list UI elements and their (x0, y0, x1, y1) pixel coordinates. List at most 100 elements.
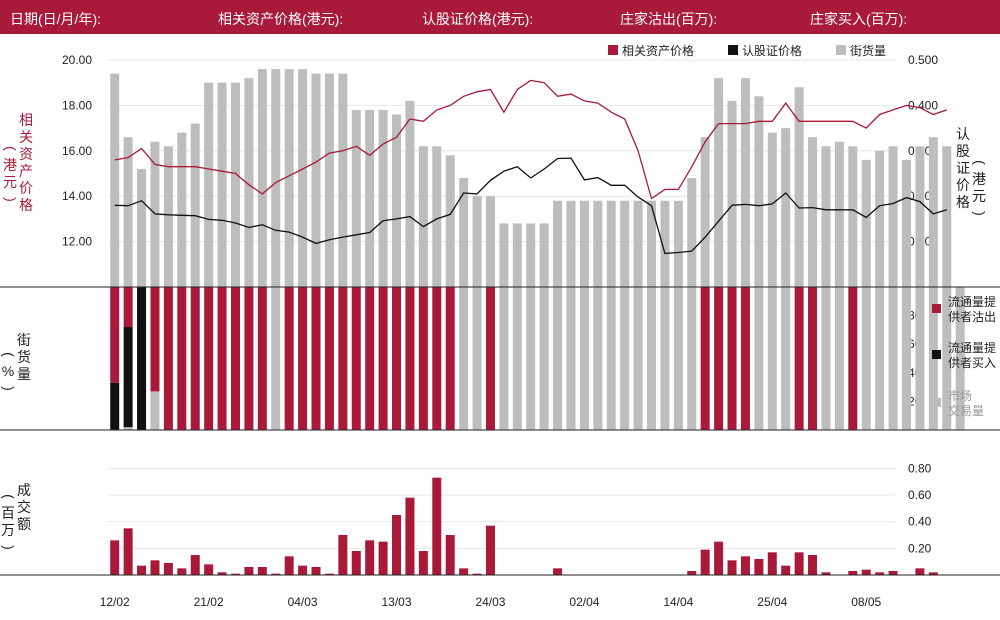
left-tick-label: 14.00 (62, 189, 92, 203)
turnover-bar (230, 573, 240, 575)
x-tick-label: 02/04 (569, 595, 599, 609)
left-tick-label: 12.00 (62, 235, 92, 249)
outstanding-bar (472, 196, 482, 287)
outstanding-bar (351, 109, 361, 287)
turnover-tick-label: 0.60 (908, 488, 932, 502)
issuer-sell-bar (110, 287, 120, 383)
warrant-price-line (114, 157, 947, 255)
outstanding-bar (137, 168, 147, 287)
right-tick-label: 0.500 (908, 53, 938, 67)
outstanding-bar (727, 100, 737, 287)
outstanding-bar (365, 109, 375, 287)
market-volume-bar (579, 287, 589, 430)
turnover-bar (137, 565, 147, 575)
issuer-buy-label: 庄家买入(百万): (810, 11, 908, 27)
turnover-bar (727, 560, 737, 575)
outstanding-bar (928, 137, 938, 287)
outstanding-bar (633, 200, 643, 287)
outstanding-bar (821, 146, 831, 287)
outstanding-bar (338, 73, 348, 288)
market-volume-bar (459, 287, 469, 430)
issuer-sell-bar (714, 287, 724, 430)
issuer-sell-bar (190, 287, 200, 430)
ratio-legend-label: 供者买入 (948, 356, 996, 370)
outstanding-bar (177, 132, 187, 287)
ratio-legend-label: 交易量 (948, 403, 984, 418)
issuer-sell-bar (485, 287, 495, 430)
turnover-bar (767, 552, 777, 575)
outstanding-bar (915, 146, 925, 287)
outstanding-bar (418, 146, 428, 287)
outstanding-bar (526, 223, 536, 287)
market-volume-bar (123, 427, 133, 430)
issuer-sell-bar (432, 287, 442, 430)
outstanding-bar (217, 82, 227, 287)
turnover-bar (848, 571, 858, 575)
x-tick-label: 14/04 (663, 595, 693, 609)
outstanding-bar (794, 87, 804, 288)
turnover-bar (378, 541, 388, 575)
turnover-bar (311, 567, 321, 575)
outstanding-bar (579, 200, 589, 287)
turnover-bar (392, 515, 402, 575)
issuer-sell-bar (338, 287, 348, 430)
turnover-bar (445, 535, 455, 575)
issuer-sell-bar (378, 287, 388, 430)
issuer-sell-bar (351, 287, 361, 430)
market-volume-bar (942, 287, 952, 430)
issuer-sell-bar (177, 287, 187, 430)
turnover-bar (472, 573, 482, 575)
turnover-bar (217, 572, 227, 575)
turnover-bar (553, 568, 563, 575)
issuer-sell-bar (230, 287, 240, 430)
turnover-bar (163, 563, 173, 575)
turnover-bar (432, 477, 442, 575)
outstanding-bar (432, 146, 442, 287)
asset-price-line (114, 79, 948, 200)
legend-label: 认股证价格 (742, 43, 802, 58)
market-volume-bar (472, 287, 482, 430)
issuer-sell-bar (740, 287, 750, 430)
turnover-bar (700, 549, 710, 575)
outstanding-bar (392, 114, 402, 287)
turnover-bar (324, 573, 334, 575)
market-volume-bar (620, 287, 630, 430)
turnover-bar (351, 551, 361, 575)
market-volume-bar (539, 287, 549, 430)
outstanding-bar (257, 69, 267, 287)
turnover-bar (271, 573, 281, 575)
issuer-sell-bar (244, 287, 254, 430)
outstanding-bar (405, 100, 415, 287)
outstanding-bar (244, 78, 254, 287)
x-tick-label: 25/04 (757, 595, 787, 609)
turnover-bar (190, 555, 200, 575)
outstanding-bar (378, 109, 388, 287)
legend-label: 相关资产价格 (622, 43, 694, 58)
outstanding-bar (271, 69, 281, 287)
issuer-sell-bar (727, 287, 737, 430)
issuer-buy-bar (123, 327, 133, 428)
issuer-sell-label: 庄家沽出(百万): (620, 11, 718, 27)
outstanding-bar (606, 200, 616, 287)
market-volume-bar (861, 287, 871, 430)
market-volume-bar (553, 287, 563, 430)
outstanding-bar (888, 146, 898, 287)
ratio-legend-label: 流通量提 (948, 340, 996, 355)
date-label: 日期(日/月/年): (10, 11, 101, 27)
turnover-bar (794, 552, 804, 575)
outstanding-bar (781, 128, 791, 287)
turnover-bar (204, 564, 214, 575)
issuer-sell-bar (365, 287, 375, 430)
market-volume-bar (633, 287, 643, 430)
market-volume-bar (888, 287, 898, 430)
outstanding-bar (204, 82, 214, 287)
warrant-price-label: 认股证价格(港元): (422, 11, 534, 27)
legend-swatch (728, 45, 738, 55)
outstanding-bar (660, 200, 670, 287)
issuer-sell-bar (311, 287, 321, 430)
outstanding-bar (499, 223, 509, 287)
ratio-axis-title: (%) 街货量 (0, 332, 31, 391)
outstanding-bar (673, 200, 683, 287)
left-tick-label: 20.00 (62, 53, 92, 67)
